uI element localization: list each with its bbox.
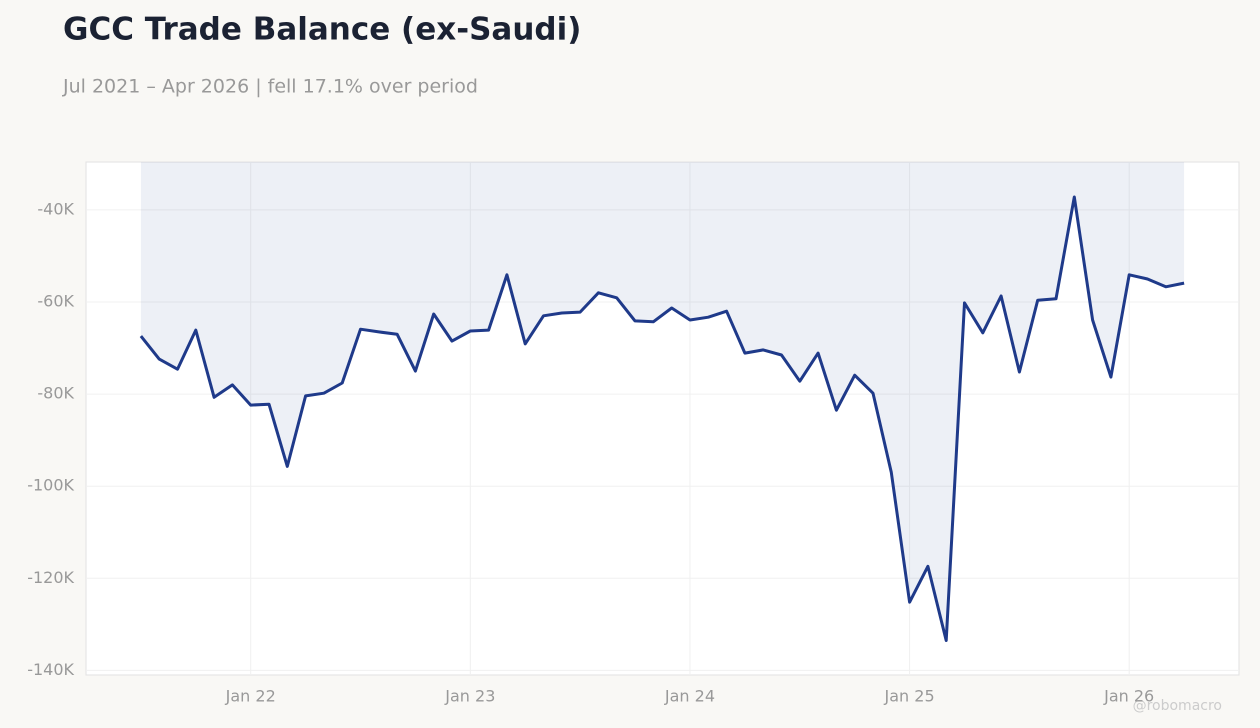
marks — [139, 162, 1185, 642]
line — [139, 195, 1185, 642]
grid — [86, 162, 1239, 675]
y-tick-label: -120K — [27, 568, 74, 587]
plot-area — [85, 161, 1240, 676]
y-tick-label: -60K — [37, 291, 74, 310]
y-tick-label: -100K — [27, 476, 74, 495]
y-tick-label: -40K — [37, 199, 74, 218]
y-tick-label: -80K — [37, 384, 74, 403]
x-tick-label: Jan 22 — [225, 687, 276, 706]
area — [140, 162, 1185, 641]
chart-subtitle: Jul 2021 – Apr 2026 | fell 17.1% over pe… — [62, 76, 478, 98]
x-tick-label: Jan 24 — [664, 687, 715, 706]
x-tick-label: Jan 25 — [884, 687, 935, 706]
watermark: @robomacro — [1133, 698, 1222, 714]
chart-title: GCC Trade Balance (ex-Saudi) — [63, 12, 581, 48]
x-tick-label: Jan 23 — [444, 687, 495, 706]
x-tick-label: Jan 26 — [1103, 687, 1154, 706]
y-tick-label: -140K — [27, 660, 74, 679]
